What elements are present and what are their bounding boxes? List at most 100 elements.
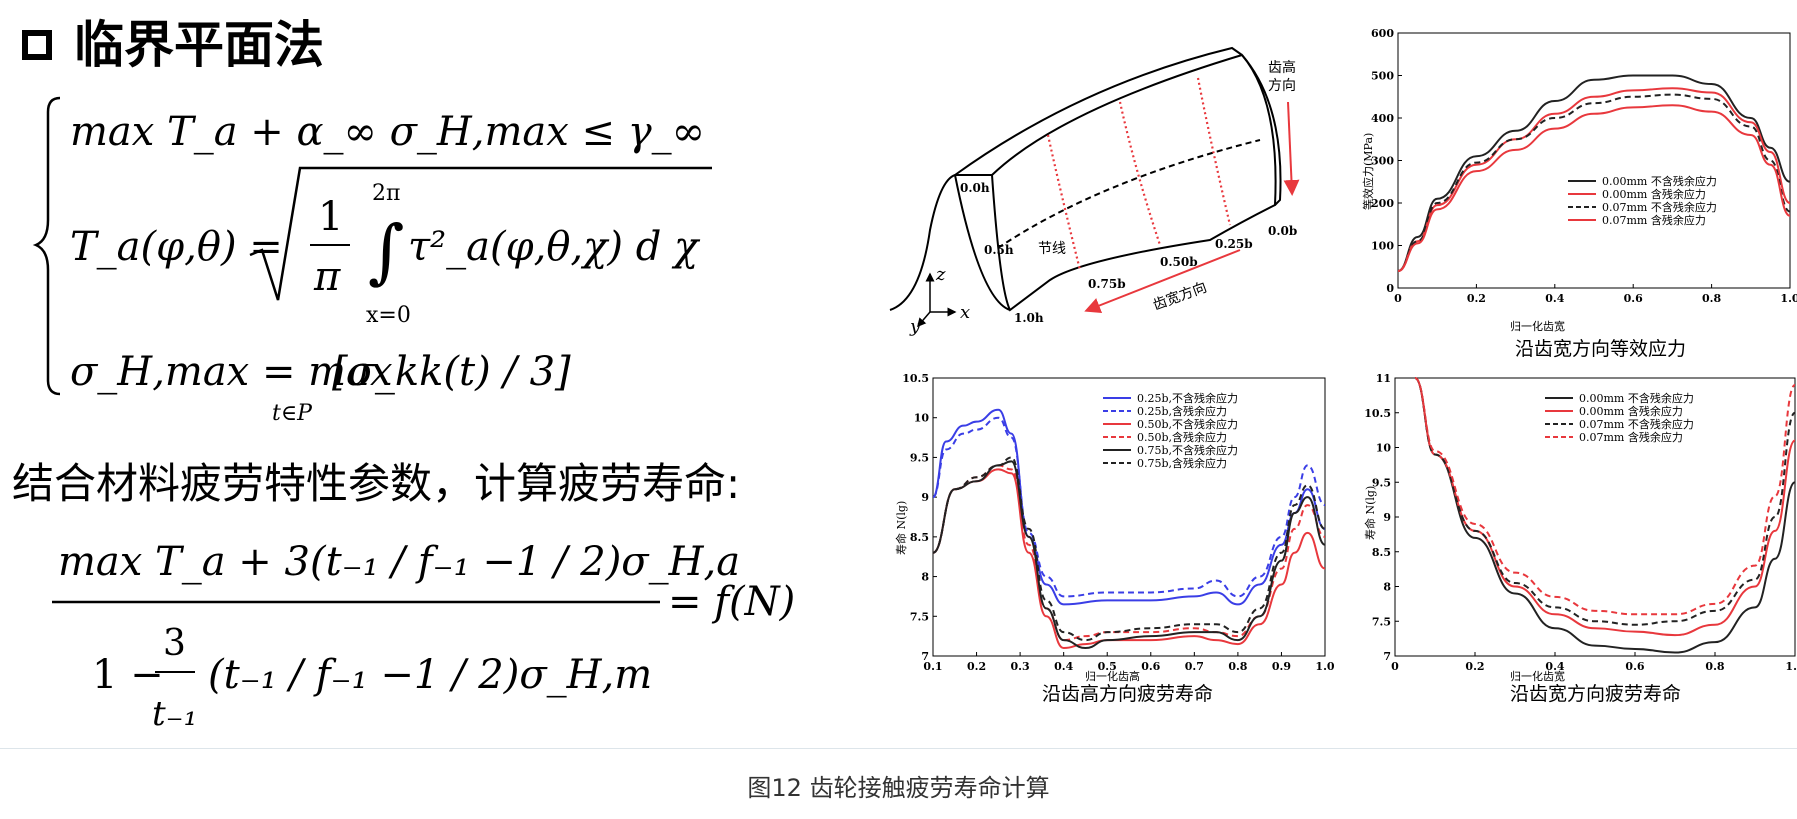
series-line — [1414, 377, 1796, 654]
series-line — [932, 464, 1326, 642]
chart-title: 沿齿宽方向等效应力 — [1515, 338, 1686, 360]
series-line — [1397, 93, 1791, 272]
axis-x-label: x — [960, 302, 970, 323]
y-tick-label: 400 — [1371, 112, 1394, 125]
x-tick-label: 0.2 — [1465, 660, 1484, 673]
series-line — [1414, 377, 1796, 616]
pitch-line — [997, 139, 1261, 249]
x-tick-label: 1.0 — [1785, 660, 1797, 673]
axis-z-label: z — [935, 264, 946, 285]
integrand: τ²_a(φ,θ,χ) d χ — [408, 224, 701, 270]
x-tick-label: 0.2 — [967, 660, 986, 673]
left-brace — [32, 96, 61, 396]
equation-3-subscript: t∈P — [272, 401, 313, 426]
x-tick-label: 0.6 — [1141, 660, 1160, 673]
y-tick-label: 9 — [1383, 511, 1391, 524]
y-tick-label: 7.5 — [910, 610, 929, 623]
legend-label: 0.25b,含残余应力 — [1137, 404, 1227, 418]
chart-life-width: 沿齿宽方向疲劳寿命 归一化齿宽 寿命 N(lg) 0 0.2 0.4 0.6 0.8 1.… — [1363, 372, 1797, 705]
x-tick-label: 0 — [1391, 660, 1399, 673]
y-tick-label: 7 — [1383, 650, 1391, 663]
y-tick-label: 8.5 — [910, 531, 929, 544]
series-line — [932, 408, 1326, 606]
equation-1: max T_a + α_∞ σ_H,max ≤ γ_∞ — [70, 109, 705, 155]
x-tick-label: 0.8 — [1702, 292, 1721, 305]
plot-frame — [1397, 32, 1791, 289]
x-tick-label: 0.5 — [1098, 660, 1117, 673]
chart-life-height: 沿齿高方向疲劳寿命 归一化齿高 寿命 N(lg) 0.1 0.2 0.3 0.4 0.5… — [895, 372, 1335, 705]
x-tick-label: 0 — [1394, 292, 1402, 305]
equation-3-right: [σ_kk(t) / 3] — [332, 349, 571, 395]
life-denominator-rest: (t₋₁ / f₋₁ −1 / 2)σ_H,m — [208, 652, 652, 698]
equation-2-left: T_a(φ,θ) = — [70, 224, 283, 270]
legend-label: 0.00mm 不含残余应力 — [1579, 391, 1694, 405]
axis-y-label: y — [909, 316, 921, 337]
y-tick-label: 8 — [921, 571, 929, 584]
legend-label: 0.00mm 不含残余应力 — [1602, 174, 1717, 188]
x-tick-label: 0.1 — [923, 660, 942, 673]
chart-equivalent-stress: 沿齿宽方向等效应力 归一化齿宽 等效应力(MPa) 0 0.2 0.4 0.6 0.8 1… — [1361, 27, 1797, 360]
critical-plane-equations: max T_a + α_∞ σ_H,max ≤ γ_∞ T_a(φ,θ) = 1… — [32, 96, 712, 426]
label-height-dir-2: 方向 — [1268, 78, 1296, 94]
y-axis-label: 等效应力(MPa) — [1361, 133, 1375, 210]
y-tick-label: 8.5 — [1372, 546, 1391, 559]
heading-text: 临界平面法 — [74, 16, 324, 74]
label-width-dir: 齿宽方向 — [1151, 279, 1209, 314]
series-line — [1397, 104, 1791, 272]
tooth-height-arrow — [1283, 101, 1300, 196]
tooth-width-arrow — [1084, 249, 1241, 314]
contact-line-050b — [1118, 101, 1162, 246]
series-line — [1414, 377, 1796, 637]
label-025b: 0.25b — [1215, 237, 1253, 251]
x-tick-label: 0.8 — [1228, 660, 1247, 673]
chart-title: 沿齿高方向疲劳寿命 — [1042, 683, 1213, 705]
axis-y-line — [917, 311, 931, 328]
legend-label: 0.07mm 含残余应力 — [1579, 430, 1683, 444]
label-pitch-line: 节线 — [1038, 241, 1066, 257]
y-tick-label: 600 — [1371, 27, 1394, 40]
series-line — [932, 456, 1326, 642]
x-tick-label: 0.6 — [1625, 660, 1644, 673]
label-10h: 1.0h — [1014, 311, 1044, 325]
y-axis-label: 寿命 N(lg) — [895, 501, 908, 555]
contact-line-075b — [1046, 134, 1082, 271]
label-0h: 0.0h — [960, 181, 990, 195]
life-numerator: max T_a + 3(t₋₁ / f₋₁ −1 / 2)σ_H,a — [58, 539, 740, 585]
plot-frame — [932, 377, 1326, 657]
chart-title: 沿齿宽方向疲劳寿命 — [1510, 683, 1681, 705]
x-tick-label: 0.4 — [1545, 292, 1564, 305]
series-line — [1397, 74, 1791, 272]
label-height-dir-1: 齿高 — [1268, 59, 1296, 76]
fraction-numerator: 1 — [318, 194, 343, 240]
integral-upper-limit: 2π — [372, 181, 400, 206]
life-rhs: = f(N) — [668, 579, 795, 625]
label-05h: 0.5h — [984, 243, 1014, 257]
x-tick-label: 0.4 — [1545, 660, 1564, 673]
legend-label: 0.50b,含残余应力 — [1137, 430, 1227, 444]
legend-label: 0.25b,不含残余应力 — [1137, 391, 1238, 405]
life-denominator-frac-den: t₋₁ — [152, 694, 197, 734]
gear-tooth-diagram: 齿高 方向 齿宽方向 节线 0.0h 0.5h 1.0h 0.75b 0.50b… — [889, 46, 1300, 337]
y-tick-label: 200 — [1371, 197, 1394, 210]
y-tick-label: 100 — [1371, 240, 1394, 253]
y-tick-label: 0 — [1386, 282, 1394, 295]
label-00b: 0.0b — [1268, 224, 1297, 238]
integral-lower-limit: x=0 — [366, 303, 411, 328]
x-tick-label: 0.4 — [1054, 660, 1073, 673]
life-denominator-frac-num: 3 — [163, 623, 186, 664]
legend-label: 0.07mm 不含残余应力 — [1602, 200, 1717, 214]
series-line — [932, 468, 1326, 650]
legend-label: 0.00mm 含残余应力 — [1602, 187, 1706, 201]
y-tick-label: 11 — [1376, 372, 1391, 385]
y-tick-label: 8 — [1383, 581, 1391, 594]
y-axis-label: 寿命 N(lg) — [1363, 486, 1377, 540]
label-050b: 0.50b — [1160, 255, 1198, 269]
x-tick-label: 0.6 — [1624, 292, 1643, 305]
y-tick-label: 9.5 — [910, 451, 929, 464]
legend-label: 0.50b,不含残余应力 — [1137, 417, 1238, 431]
x-axis-label: 归一化齿高 — [1085, 669, 1140, 683]
legend-label: 0.75b,含残余应力 — [1137, 456, 1227, 470]
square-bullet-icon — [22, 30, 52, 60]
x-tick-label: 1.0 — [1780, 292, 1797, 305]
fraction-denominator: π — [313, 254, 341, 300]
